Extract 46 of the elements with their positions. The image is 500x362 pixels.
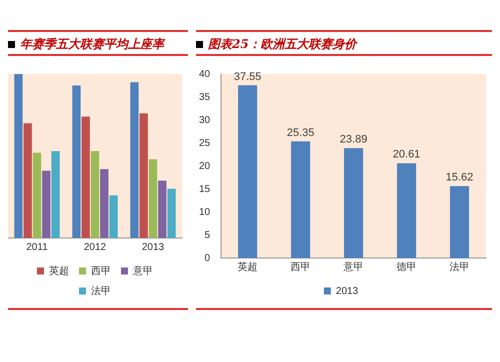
bar bbox=[344, 148, 364, 258]
bar bbox=[140, 113, 148, 238]
bar bbox=[238, 85, 258, 258]
bar bbox=[32, 152, 42, 238]
bar bbox=[82, 116, 90, 238]
y-tick-label: 20 bbox=[199, 160, 211, 172]
bar bbox=[450, 186, 470, 258]
y-tick-label: 15 bbox=[199, 184, 211, 195]
bar bbox=[291, 141, 310, 258]
bar bbox=[90, 151, 100, 238]
data-label: 15.62 bbox=[446, 172, 474, 184]
chart-title: 年赛季五大联赛平均上座率 bbox=[20, 36, 164, 52]
bar bbox=[100, 169, 108, 238]
data-label: 20.61 bbox=[392, 148, 420, 161]
x-tick-label: 西甲 bbox=[290, 262, 311, 273]
y-tick-label: 30 bbox=[199, 114, 211, 126]
x-tick-label: 英超 bbox=[238, 260, 258, 273]
y-tick-label: 5 bbox=[204, 230, 211, 241]
x-tick-label: 2013 bbox=[142, 242, 165, 253]
bar bbox=[130, 82, 139, 238]
legend-label: 2013 bbox=[336, 286, 359, 297]
x-tick-label: 意甲 bbox=[342, 260, 364, 273]
bar bbox=[167, 188, 176, 238]
bar bbox=[42, 170, 50, 238]
y-tick-label: 0 bbox=[204, 252, 211, 264]
data-label: 23.89 bbox=[340, 134, 368, 146]
data-label: 25.35 bbox=[286, 126, 314, 139]
y-tick-label: 25 bbox=[199, 138, 211, 149]
bar bbox=[14, 74, 23, 238]
x-tick-label: 德甲 bbox=[396, 262, 417, 273]
bar bbox=[72, 85, 81, 238]
bar bbox=[51, 151, 60, 238]
bar bbox=[24, 123, 32, 238]
x-tick-label: 2011 bbox=[26, 242, 48, 253]
bar bbox=[158, 180, 166, 238]
y-tick-label: 10 bbox=[199, 206, 211, 218]
x-tick-label: 法甲 bbox=[450, 260, 470, 273]
bar bbox=[397, 163, 416, 258]
bar bbox=[148, 159, 158, 238]
y-tick-label: 35 bbox=[199, 92, 211, 103]
x-tick-label: 2012 bbox=[84, 242, 107, 253]
chart-title: 图表25：欧洲五大联赛身价 bbox=[208, 36, 357, 52]
data-label: 37.55 bbox=[234, 70, 262, 83]
legend-label: 法甲 bbox=[91, 284, 111, 297]
y-tick-label: 40 bbox=[199, 68, 211, 80]
bar bbox=[109, 195, 118, 238]
